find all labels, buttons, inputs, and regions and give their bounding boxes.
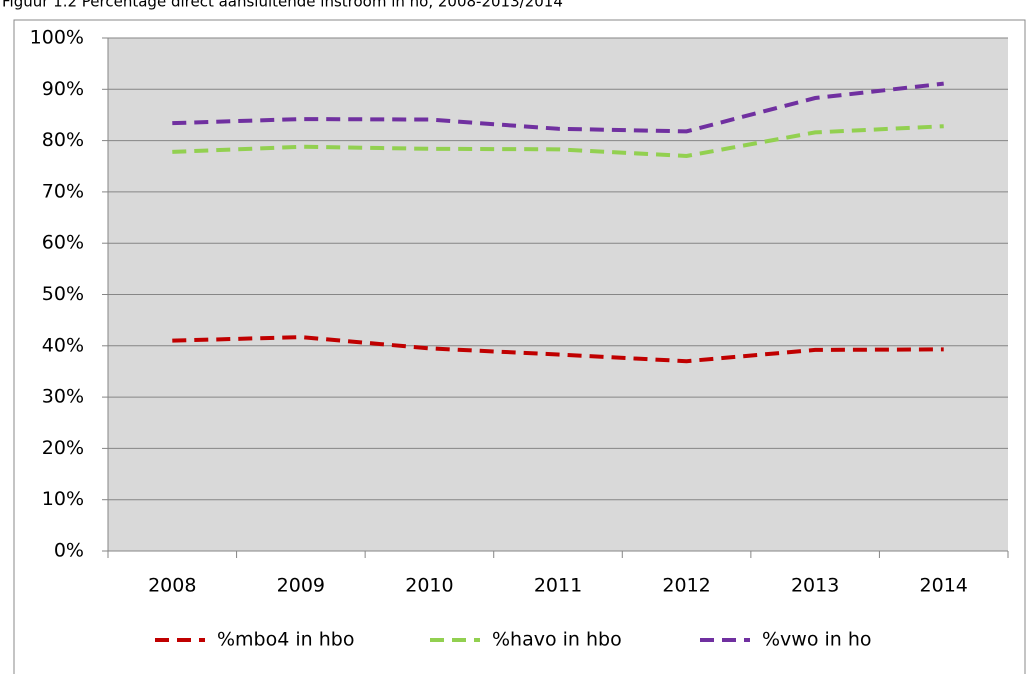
y-tick-label: 0% <box>54 540 84 562</box>
y-tick-label: 30% <box>42 386 84 408</box>
y-tick-label: 10% <box>42 488 84 510</box>
y-tick-label: 20% <box>42 437 84 459</box>
line-series <box>172 124 944 158</box>
x-tick-label: 2008 <box>148 575 196 597</box>
x-tick-label: 2011 <box>534 575 582 597</box>
y-tick-label: 90% <box>42 78 84 100</box>
x-tick-label: 2014 <box>920 575 968 597</box>
legend-label: %mbo4 in hbo <box>217 629 354 651</box>
x-tick-label: 2012 <box>662 575 710 597</box>
x-tick-label: 2009 <box>277 575 325 597</box>
legend-label: %vwo in ho <box>762 629 872 651</box>
line-series <box>172 335 944 364</box>
y-tick-label: 40% <box>42 334 84 356</box>
y-tick-label: 70% <box>42 180 84 202</box>
y-tick-label: 80% <box>42 129 84 151</box>
x-tick-label: 2013 <box>791 575 839 597</box>
x-tick-label: 2010 <box>405 575 453 597</box>
chart-title: Figuur 1.2 Percentage direct aansluitend… <box>2 0 563 11</box>
y-tick-label: 60% <box>42 232 84 254</box>
line-series <box>172 81 944 134</box>
y-tick-label: 100% <box>30 27 84 49</box>
legend-label: %havo in hbo <box>492 629 622 651</box>
y-tick-label: 50% <box>42 283 84 305</box>
